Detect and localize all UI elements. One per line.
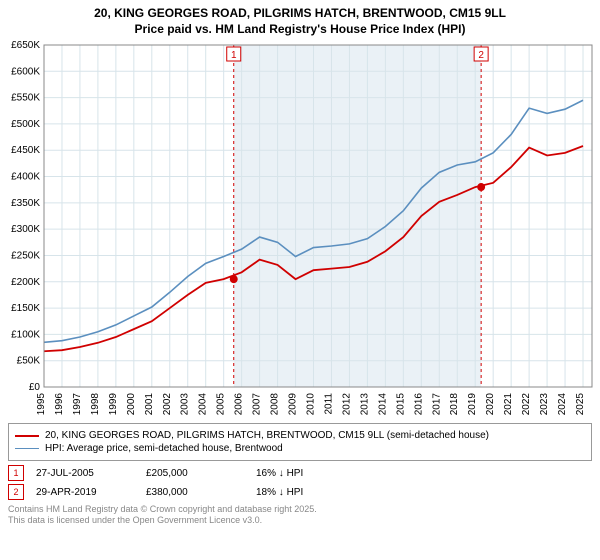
legend-label: 20, KING GEORGES ROAD, PILGRIMS HATCH, B… <box>45 430 489 441</box>
svg-text:2013: 2013 <box>359 393 370 416</box>
svg-text:£600K: £600K <box>11 66 40 77</box>
svg-text:£550K: £550K <box>11 93 40 104</box>
svg-text:2024: 2024 <box>557 393 568 416</box>
svg-text:1999: 1999 <box>108 393 119 416</box>
svg-text:2007: 2007 <box>252 393 263 416</box>
marker-id-box: 1 <box>8 465 24 481</box>
svg-text:£150K: £150K <box>11 303 40 314</box>
marker-price: £205,000 <box>146 468 256 479</box>
svg-text:2017: 2017 <box>431 393 442 416</box>
svg-text:£250K: £250K <box>11 251 40 262</box>
svg-text:2005: 2005 <box>216 393 227 416</box>
legend: 20, KING GEORGES ROAD, PILGRIMS HATCH, B… <box>8 423 592 461</box>
svg-text:2023: 2023 <box>539 393 550 416</box>
marker-date: 27-JUL-2005 <box>36 468 146 479</box>
svg-text:2003: 2003 <box>180 393 191 416</box>
svg-text:2014: 2014 <box>377 393 388 416</box>
title-line-2: Price paid vs. HM Land Registry's House … <box>8 22 592 38</box>
svg-text:2015: 2015 <box>395 393 406 416</box>
legend-label: HPI: Average price, semi-detached house,… <box>45 443 283 454</box>
svg-text:2020: 2020 <box>485 393 496 416</box>
svg-text:£650K: £650K <box>11 40 40 51</box>
footer-line-2: This data is licensed under the Open Gov… <box>8 515 592 526</box>
svg-text:£0: £0 <box>29 382 41 393</box>
marker-id-box: 2 <box>8 484 24 500</box>
svg-text:2004: 2004 <box>198 393 209 416</box>
svg-text:1995: 1995 <box>36 393 47 416</box>
svg-text:2018: 2018 <box>449 393 460 416</box>
svg-text:£500K: £500K <box>11 119 40 130</box>
marker-delta: 16% ↓ HPI <box>256 468 366 479</box>
marker-date: 29-APR-2019 <box>36 487 146 498</box>
svg-text:£450K: £450K <box>11 145 40 156</box>
svg-text:2001: 2001 <box>144 393 155 416</box>
svg-text:2000: 2000 <box>126 393 137 416</box>
svg-text:2006: 2006 <box>234 393 245 416</box>
title-line-1: 20, KING GEORGES ROAD, PILGRIMS HATCH, B… <box>8 6 592 22</box>
svg-text:£300K: £300K <box>11 224 40 235</box>
svg-text:2009: 2009 <box>288 393 299 416</box>
svg-text:£400K: £400K <box>11 172 40 183</box>
footer-line-1: Contains HM Land Registry data © Crown c… <box>8 504 592 515</box>
svg-text:2016: 2016 <box>413 393 424 416</box>
marker-table: 1 27-JUL-2005£205,00016% ↓ HPI 2 29-APR-201… <box>8 465 592 500</box>
legend-swatch <box>15 435 39 437</box>
svg-text:2025: 2025 <box>575 393 586 416</box>
legend-item: 20, KING GEORGES ROAD, PILGRIMS HATCH, B… <box>15 430 585 441</box>
svg-text:1998: 1998 <box>90 393 101 416</box>
marker-row: 1 27-JUL-2005£205,00016% ↓ HPI <box>8 465 592 481</box>
svg-text:£200K: £200K <box>11 277 40 288</box>
svg-text:£350K: £350K <box>11 198 40 209</box>
svg-text:2011: 2011 <box>323 393 334 415</box>
svg-text:2010: 2010 <box>306 393 317 416</box>
svg-text:1997: 1997 <box>72 393 83 416</box>
svg-text:2: 2 <box>478 50 484 61</box>
legend-swatch <box>15 448 39 449</box>
svg-text:2012: 2012 <box>341 393 352 416</box>
svg-text:£100K: £100K <box>11 330 40 341</box>
svg-text:1: 1 <box>231 50 237 61</box>
marker-row: 2 29-APR-2019£380,00018% ↓ HPI <box>8 484 592 500</box>
marker-delta: 18% ↓ HPI <box>256 487 366 498</box>
chart-title: 20, KING GEORGES ROAD, PILGRIMS HATCH, B… <box>0 0 600 39</box>
svg-text:2008: 2008 <box>270 393 281 416</box>
legend-item: HPI: Average price, semi-detached house,… <box>15 443 585 454</box>
marker-price: £380,000 <box>146 487 256 498</box>
svg-text:2002: 2002 <box>162 393 173 416</box>
footer-note: Contains HM Land Registry data © Crown c… <box>8 504 592 526</box>
price-chart: £0 £50K £100K £150K £200K £250K £300K £350K £400… <box>0 39 600 419</box>
svg-text:1996: 1996 <box>54 393 65 416</box>
svg-text:2021: 2021 <box>503 393 514 416</box>
svg-text:2019: 2019 <box>467 393 478 416</box>
svg-text:2022: 2022 <box>521 393 532 416</box>
svg-text:£50K: £50K <box>17 356 41 367</box>
